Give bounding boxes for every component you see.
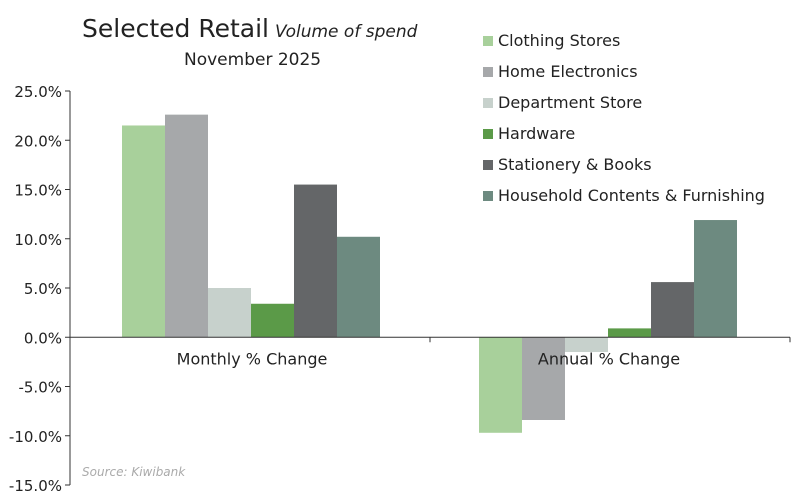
legend-label: Clothing Stores [498, 31, 621, 50]
bar-hardware-monthly [251, 303, 294, 338]
legend-swatch [483, 35, 493, 46]
bar-stationery-books-annual [651, 282, 694, 338]
bar-household-contents-furnishing-monthly [337, 236, 380, 338]
legend-swatch [483, 159, 493, 170]
legend-label: Household Contents & Furnishing [498, 186, 765, 205]
chart-title-italic: Volume of spend [274, 22, 418, 42]
bar-home-electronics-annual [522, 337, 565, 420]
legend-item: Clothing Stores [483, 25, 765, 56]
y-tick-label: 15.0% [14, 182, 62, 200]
bar-clothing-stores-monthly [122, 125, 165, 338]
y-tick-label: 0.0% [24, 329, 62, 347]
legend-label: Department Store [498, 93, 643, 112]
chart-subtitle: November 2025 [184, 50, 322, 70]
y-tick-label: 25.0% [14, 83, 62, 101]
legend-label: Home Electronics [498, 62, 638, 81]
bar-hardware-annual [608, 328, 651, 338]
bar-home-electronics-monthly [165, 114, 208, 338]
legend-swatch [483, 66, 493, 77]
legend-swatch [483, 190, 493, 201]
y-tick-label: 10.0% [14, 231, 62, 249]
legend-swatch [483, 128, 493, 139]
legend-item: Home Electronics [483, 56, 765, 87]
legend-label: Hardware [498, 124, 576, 143]
x-category-label: Monthly % Change [177, 349, 328, 368]
chart-title: Selected Retail Volume of spend [82, 14, 417, 43]
y-tick-label: -5.0% [18, 379, 62, 397]
legend-item: Hardware [483, 118, 765, 149]
y-tick-label: 20.0% [14, 132, 62, 150]
chart-title-text: Selected Retail [82, 14, 269, 43]
legend-item: Stationery & Books [483, 149, 765, 180]
bars-layer [122, 114, 737, 433]
legend: Clothing Stores Home Electronics Departmen… [483, 25, 765, 211]
x-category-label: Annual % Change [538, 349, 680, 368]
axes-layer: 25.0% 20.0% 15.0% 10.0% 5.0% 0.0% -5.0% -10.0% -… [9, 83, 791, 495]
bar-clothing-stores-annual [479, 337, 522, 433]
legend-swatch [483, 97, 493, 108]
y-tick-label: 5.0% [24, 280, 62, 298]
y-tick-label: -15.0% [9, 477, 62, 495]
bar-department-store-monthly [208, 288, 251, 338]
legend-item: Household Contents & Furnishing [483, 180, 765, 211]
legend-item: Department Store [483, 87, 765, 118]
legend-label: Stationery & Books [498, 155, 652, 174]
bar-stationery-books-monthly [294, 184, 337, 338]
source-note: Source: Kiwibank [82, 465, 186, 479]
y-tick-label: -10.0% [9, 428, 62, 446]
bar-household-contents-furnishing-annual [694, 220, 737, 338]
bar-department-store-annual [565, 337, 608, 353]
